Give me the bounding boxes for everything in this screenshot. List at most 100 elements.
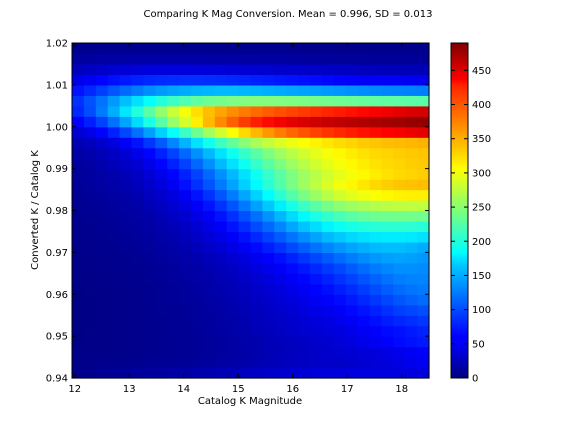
heatmap-cell (369, 137, 382, 149)
heatmap-cell (250, 74, 263, 86)
heatmap-cell (262, 346, 275, 358)
heatmap-cell (321, 336, 335, 348)
heatmap-cell (238, 346, 252, 358)
heatmap-cell (310, 283, 323, 295)
heatmap-cell (95, 283, 109, 295)
heatmap-cell (405, 367, 418, 379)
heatmap-cell (369, 200, 382, 212)
heatmap-cell (107, 189, 121, 201)
heatmap-cell (83, 283, 97, 295)
heatmap-cell (83, 367, 97, 379)
heatmap-cell (405, 95, 418, 107)
heatmap-cell (95, 63, 109, 76)
heatmap-cell (214, 283, 228, 295)
heatmap-cell (238, 63, 252, 76)
heatmap-cell (155, 367, 168, 379)
heatmap-cell (238, 126, 252, 138)
heatmap-cell (298, 53, 311, 65)
heatmap-cell (107, 63, 121, 76)
heatmap-cell (72, 336, 85, 348)
heatmap-cell (83, 262, 97, 274)
heatmap-cell (119, 200, 133, 212)
heatmap-cell (143, 105, 156, 117)
heatmap-cell (119, 231, 133, 243)
heatmap-cell (262, 367, 275, 379)
heatmap-cell (357, 158, 371, 170)
heatmap-cell (119, 168, 133, 180)
heatmap-cell (143, 357, 156, 369)
heatmap-cell (298, 304, 311, 316)
heatmap-cell (310, 220, 323, 233)
heatmap-cell (179, 273, 192, 285)
heatmap-cell (167, 95, 180, 107)
heatmap-cell (143, 241, 156, 253)
heatmap-cell (95, 220, 109, 233)
heatmap-cell (345, 252, 359, 264)
heatmap-cell (345, 53, 359, 65)
heatmap-cell (417, 53, 430, 65)
heatmap-cell (214, 200, 228, 212)
heatmap-cell (405, 179, 418, 191)
heatmap-cell (214, 210, 228, 222)
heatmap-cell (143, 252, 156, 264)
colorbar-tick-label: 50 (472, 339, 485, 350)
heatmap-cell (214, 179, 228, 191)
heatmap-cell (167, 325, 180, 337)
heatmap-cell (238, 158, 252, 170)
heatmap-cell (143, 294, 156, 306)
heatmap-cell (131, 210, 144, 222)
heatmap-cell (310, 189, 323, 201)
heatmap-cell (72, 357, 85, 369)
heatmap-cell (345, 283, 359, 295)
heatmap-cell (214, 105, 228, 117)
heatmap-cell (417, 63, 430, 76)
heatmap-cell (131, 84, 144, 96)
heatmap-cell (393, 84, 406, 96)
heatmap-cell (262, 95, 275, 107)
heatmap-cell (95, 126, 109, 138)
heatmap-cell (286, 179, 299, 191)
heatmap-cell (214, 231, 228, 243)
heatmap-cell (357, 325, 371, 337)
heatmap-cell (167, 63, 180, 76)
heatmap-cell (119, 241, 133, 253)
heatmap-cell (250, 346, 263, 358)
heatmap-cell (298, 283, 311, 295)
heatmap-cell (250, 252, 263, 264)
heatmap-cell (179, 262, 192, 274)
heatmap-cell (393, 43, 406, 55)
heatmap-cell (250, 137, 263, 149)
heatmap-cell (333, 168, 347, 180)
heatmap-cell (226, 179, 240, 191)
heatmap-cell (357, 95, 371, 107)
heatmap-cell (274, 231, 287, 243)
heatmap-cell (107, 179, 121, 191)
heatmap-cell (214, 325, 228, 337)
heatmap-cell (345, 220, 359, 233)
y-tick-label: 0.94 (46, 374, 68, 385)
heatmap-cell (72, 126, 85, 138)
heatmap-cell (191, 346, 204, 358)
heatmap-cell (321, 346, 335, 358)
heatmap-cell (286, 304, 299, 316)
heatmap-cell (95, 200, 109, 212)
heatmap-cell (298, 231, 311, 243)
heatmap-cell (357, 294, 371, 306)
heatmap-cell (381, 252, 394, 264)
heatmap-cell (202, 325, 216, 337)
heatmap-cell (167, 357, 180, 369)
heatmap-cell (238, 189, 252, 201)
heatmap-cell (298, 137, 311, 149)
heatmap-cell (405, 346, 418, 358)
heatmap-cell (107, 315, 121, 327)
heatmap-cell (191, 273, 204, 285)
heatmap-cell (381, 74, 394, 86)
heatmap-cell (155, 95, 168, 107)
heatmap-cell (226, 283, 240, 295)
heatmap-cell (143, 126, 156, 138)
heatmap-cell (191, 241, 204, 253)
heatmap-cell (381, 273, 394, 285)
heatmap-cell (119, 367, 133, 379)
heatmap-cell (333, 53, 347, 65)
heatmap-cell (310, 116, 323, 128)
